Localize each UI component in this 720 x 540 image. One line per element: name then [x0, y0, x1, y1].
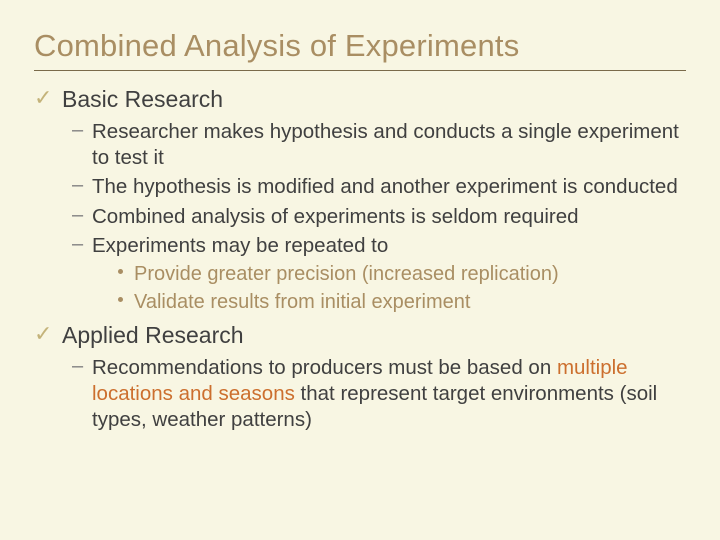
section-label: Applied Research: [62, 322, 244, 348]
section-applied-research: ✓ Applied Research – Recommendations to …: [34, 321, 686, 434]
content-list: ✓ Basic Research – Researcher makes hypo…: [34, 85, 686, 434]
text-pre: Recommendations to producers must be bas…: [92, 356, 557, 379]
subsection-list: – Recommendations to producers must be b…: [62, 355, 686, 434]
list-item: – Combined analysis of experiments is se…: [62, 204, 686, 230]
section-label: Basic Research: [62, 86, 223, 112]
dash-icon: –: [72, 355, 83, 378]
list-item: – Researcher makes hypothesis and conduc…: [62, 119, 686, 171]
section-basic-research: ✓ Basic Research – Researcher makes hypo…: [34, 85, 686, 315]
dash-icon: –: [72, 233, 83, 256]
checkmark-icon: ✓: [34, 87, 52, 109]
dash-icon: –: [72, 174, 83, 197]
item-text: Validate results from initial experiment: [134, 291, 470, 313]
slide: Combined Analysis of Experiments ✓ Basic…: [0, 0, 720, 460]
slide-title: Combined Analysis of Experiments: [34, 28, 686, 64]
title-rule: [34, 70, 686, 71]
list-item: – The hypothesis is modified and another…: [62, 174, 686, 200]
dash-icon: –: [72, 119, 83, 142]
list-item: Provide greater precision (increased rep…: [92, 261, 686, 287]
bullet-icon: [118, 269, 123, 274]
item-text: Researcher makes hypothesis and conducts…: [92, 120, 679, 169]
dash-icon: –: [72, 204, 83, 227]
item-text: Combined analysis of experiments is seld…: [92, 205, 579, 228]
list-item: Validate results from initial experiment: [92, 289, 686, 315]
bullet-icon: [118, 297, 123, 302]
list-item: – Recommendations to producers must be b…: [62, 355, 686, 434]
sub-subsection-list: Provide greater precision (increased rep…: [92, 261, 686, 315]
item-text: The hypothesis is modified and another e…: [92, 175, 678, 198]
item-text: Recommendations to producers must be bas…: [92, 356, 657, 431]
item-text: Experiments may be repeated to: [92, 234, 388, 257]
checkmark-icon: ✓: [34, 323, 52, 345]
subsection-list: – Researcher makes hypothesis and conduc…: [62, 119, 686, 315]
list-item: – Experiments may be repeated to Provide…: [62, 233, 686, 315]
item-text: Provide greater precision (increased rep…: [134, 263, 559, 285]
